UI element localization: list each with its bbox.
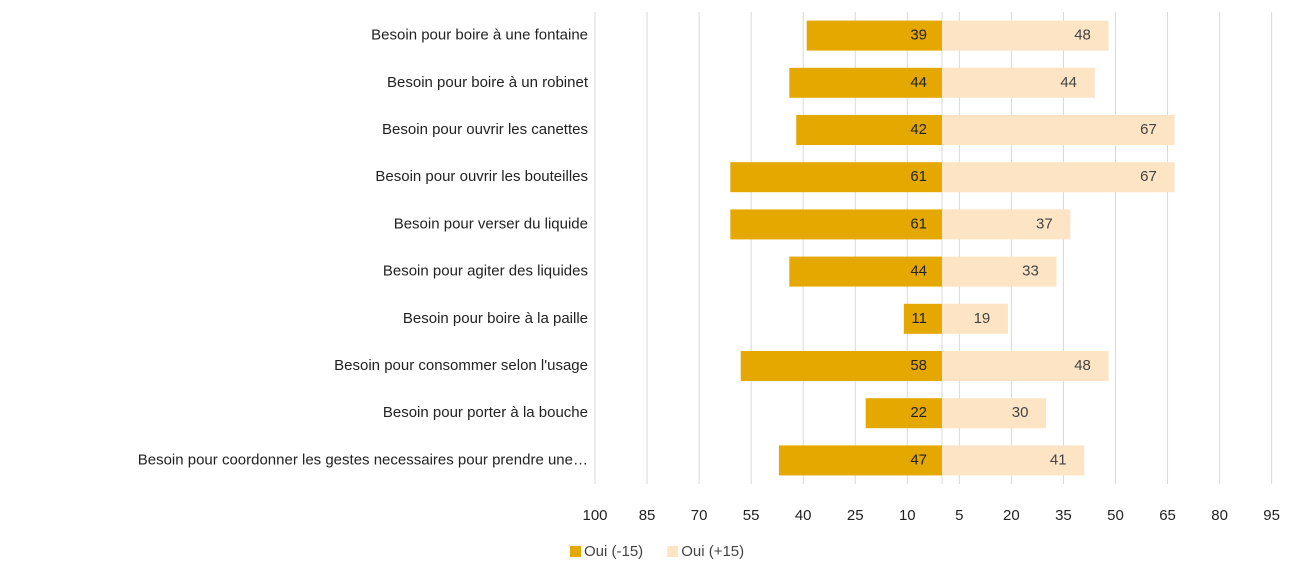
x-tick-label: 70: [691, 507, 708, 524]
bar: [942, 445, 1085, 476]
legend-label: Oui (+15): [681, 543, 744, 560]
x-tick-label: 100: [582, 507, 607, 524]
x-tick-label: 25: [847, 507, 864, 524]
data-label: 33: [1022, 263, 1039, 280]
legend-swatch: [667, 546, 679, 557]
x-tick-label: 65: [1159, 507, 1176, 524]
bar: [942, 20, 1109, 51]
bar: [730, 209, 942, 240]
bar: [942, 115, 1175, 145]
category-label: Besoin pour coordonner les gestes necess…: [138, 451, 588, 468]
data-label: 44: [910, 263, 927, 280]
data-label: 11: [911, 310, 927, 327]
x-tick-label: 95: [1263, 507, 1280, 524]
data-label: 42: [910, 121, 927, 138]
data-label: 48: [1074, 357, 1091, 374]
data-label: 58: [910, 357, 927, 374]
data-label: 22: [910, 404, 927, 421]
data-label: 67: [1140, 168, 1157, 185]
x-tick-label: 55: [743, 507, 760, 524]
bar: [942, 162, 1175, 193]
x-tick-label: 80: [1211, 507, 1228, 524]
bar: [942, 398, 1047, 429]
data-label: 39: [910, 27, 927, 44]
data-label: 41: [1050, 451, 1067, 468]
bar: [942, 209, 1071, 240]
category-label: Besoin pour ouvrir les canettes: [382, 121, 588, 138]
data-label: 47: [910, 451, 927, 468]
data-label: 61: [910, 215, 927, 232]
data-label: 67: [1140, 121, 1157, 138]
data-label: 48: [1074, 27, 1091, 44]
category-label: Besoin pour ouvrir les bouteilles: [375, 168, 588, 185]
bar: [740, 351, 942, 381]
category-label: Besoin pour boire à une fontaine: [371, 27, 588, 44]
x-tick-label: 5: [955, 507, 963, 524]
bar: [903, 303, 942, 334]
bar: [789, 67, 942, 98]
x-tick-label: 50: [1107, 507, 1124, 524]
data-label: 44: [910, 74, 927, 91]
category-label: Besoin pour verser du liquide: [394, 215, 588, 232]
bar: [865, 398, 942, 429]
data-label: 44: [1060, 74, 1077, 91]
category-label: Besoin pour consommer selon l'usage: [334, 357, 588, 374]
bar: [789, 256, 942, 287]
data-label: 30: [1012, 404, 1029, 421]
x-tick-label: 10: [899, 507, 916, 524]
bar: [730, 162, 942, 193]
x-tick-label: 20: [1003, 507, 1020, 524]
bar: [942, 256, 1057, 287]
data-label: 37: [1036, 215, 1053, 232]
bar: [942, 67, 1095, 98]
bar: [942, 303, 1008, 334]
category-label: Besoin pour porter à la bouche: [383, 404, 588, 421]
legend-swatch: [570, 546, 581, 557]
category-label: Besoin pour boire à un robinet: [387, 74, 589, 91]
bar: [806, 20, 942, 51]
x-tick-label: 85: [639, 507, 656, 524]
x-tick-label: 35: [1055, 507, 1072, 524]
data-label: 19: [974, 310, 991, 327]
bar: [796, 115, 942, 145]
bar: [942, 351, 1109, 381]
x-tick-label: 40: [795, 507, 812, 524]
category-label: Besoin pour agiter des liquides: [383, 263, 588, 280]
legend-label: Oui (-15): [584, 543, 643, 560]
category-label: Besoin pour boire à la paille: [403, 310, 588, 327]
data-label: 61: [910, 168, 927, 185]
bar: [778, 445, 942, 476]
